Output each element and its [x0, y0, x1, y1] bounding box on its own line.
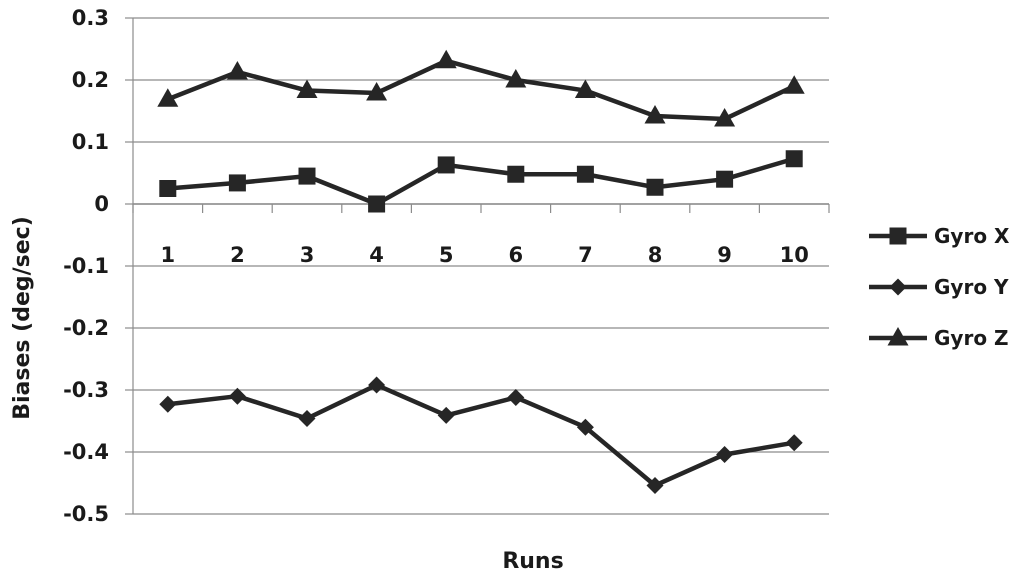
series-gyro-z — [157, 49, 805, 127]
x-tick-label: 10 — [780, 243, 809, 267]
data-point-gyro-y — [507, 388, 525, 406]
data-point-gyro-x — [228, 174, 246, 192]
data-point-gyro-z — [366, 82, 388, 101]
series-line-gyro-z — [166, 58, 796, 122]
legend-marker — [889, 227, 907, 245]
data-point-gyro-z — [783, 75, 805, 94]
x-tick-label: 1 — [160, 243, 175, 267]
y-tick-label: -0.5 — [63, 502, 109, 526]
data-point-gyro-y — [368, 376, 386, 394]
data-point-gyro-y — [785, 434, 803, 452]
y-tick-label: -0.3 — [63, 378, 109, 402]
data-point-gyro-z — [435, 49, 457, 69]
x-axis-title: Runs — [502, 549, 563, 574]
data-point-gyro-y — [159, 395, 177, 413]
series-gyro-x — [159, 150, 803, 213]
data-point-gyro-x — [507, 165, 525, 183]
x-tick-label: 8 — [648, 243, 663, 267]
data-point-gyro-x — [368, 195, 386, 213]
legend-marker — [889, 278, 907, 296]
data-point-gyro-x — [576, 165, 594, 183]
data-point-gyro-y — [576, 418, 594, 436]
data-point-gyro-z — [505, 69, 527, 88]
series-gyro-y — [159, 376, 803, 494]
data-point-gyro-z — [644, 104, 666, 124]
y-tick-label: -0.4 — [63, 440, 109, 464]
x-tick-label: 7 — [578, 243, 593, 267]
y-tick-label: -0.2 — [63, 316, 109, 340]
legend-item-gyro-z: Gyro Z — [869, 326, 1009, 350]
legend-label-gyro-z: Gyro Z — [934, 326, 1009, 350]
x-tick-label: 6 — [508, 243, 523, 267]
y-tick-label: 0.1 — [72, 130, 109, 154]
data-point-gyro-z — [714, 108, 736, 127]
legend: Gyro X Gyro Y Gyro Z — [869, 224, 1010, 350]
y-axis-title: Biases (deg/sec) — [10, 216, 35, 420]
data-point-gyro-x — [159, 180, 177, 197]
legend-label-gyro-x: Gyro X — [934, 224, 1010, 248]
data-point-gyro-x — [437, 156, 455, 174]
data-point-gyro-x — [646, 178, 664, 196]
x-tick-label: 3 — [300, 243, 315, 267]
data-point-gyro-y — [228, 387, 246, 405]
data-point-gyro-y — [437, 406, 455, 424]
x-axis — [132, 203, 830, 213]
y-axis-ticks: 0.3 0.2 0.1 0 -0.1 -0.2 -0.3 -0.4 -0.5 — [63, 6, 133, 526]
series-line-gyro-y — [167, 382, 795, 488]
y-tick-label: 0.3 — [72, 6, 109, 30]
data-point-gyro-x — [716, 170, 734, 188]
data-point-gyro-y — [646, 476, 664, 494]
legend-label-gyro-y: Gyro Y — [934, 275, 1009, 299]
x-tick-label: 2 — [230, 243, 245, 267]
series-group — [157, 49, 805, 494]
y-tick-label: 0 — [94, 192, 109, 216]
legend-item-gyro-y: Gyro Y — [869, 275, 1009, 299]
data-point-gyro-z — [226, 60, 248, 80]
legend-item-gyro-x: Gyro X — [869, 224, 1010, 248]
y-tick-label: 0.2 — [72, 68, 109, 92]
x-axis-tick-labels: 1 2 3 4 5 6 7 8 9 10 — [160, 243, 808, 267]
y-tick-label: -0.1 — [63, 254, 109, 278]
legend-marker — [887, 327, 909, 346]
data-point-gyro-x — [298, 167, 316, 185]
series-line-gyro-x — [167, 156, 795, 207]
data-point-gyro-z — [574, 79, 596, 99]
data-point-gyro-z — [296, 79, 318, 99]
data-point-gyro-z — [157, 88, 179, 107]
x-tick-label: 9 — [717, 243, 732, 267]
data-point-gyro-y — [298, 410, 316, 428]
x-tick-label: 5 — [439, 243, 454, 267]
data-point-gyro-x — [785, 150, 803, 168]
data-point-gyro-y — [716, 445, 734, 463]
x-tick-label: 4 — [369, 243, 384, 267]
